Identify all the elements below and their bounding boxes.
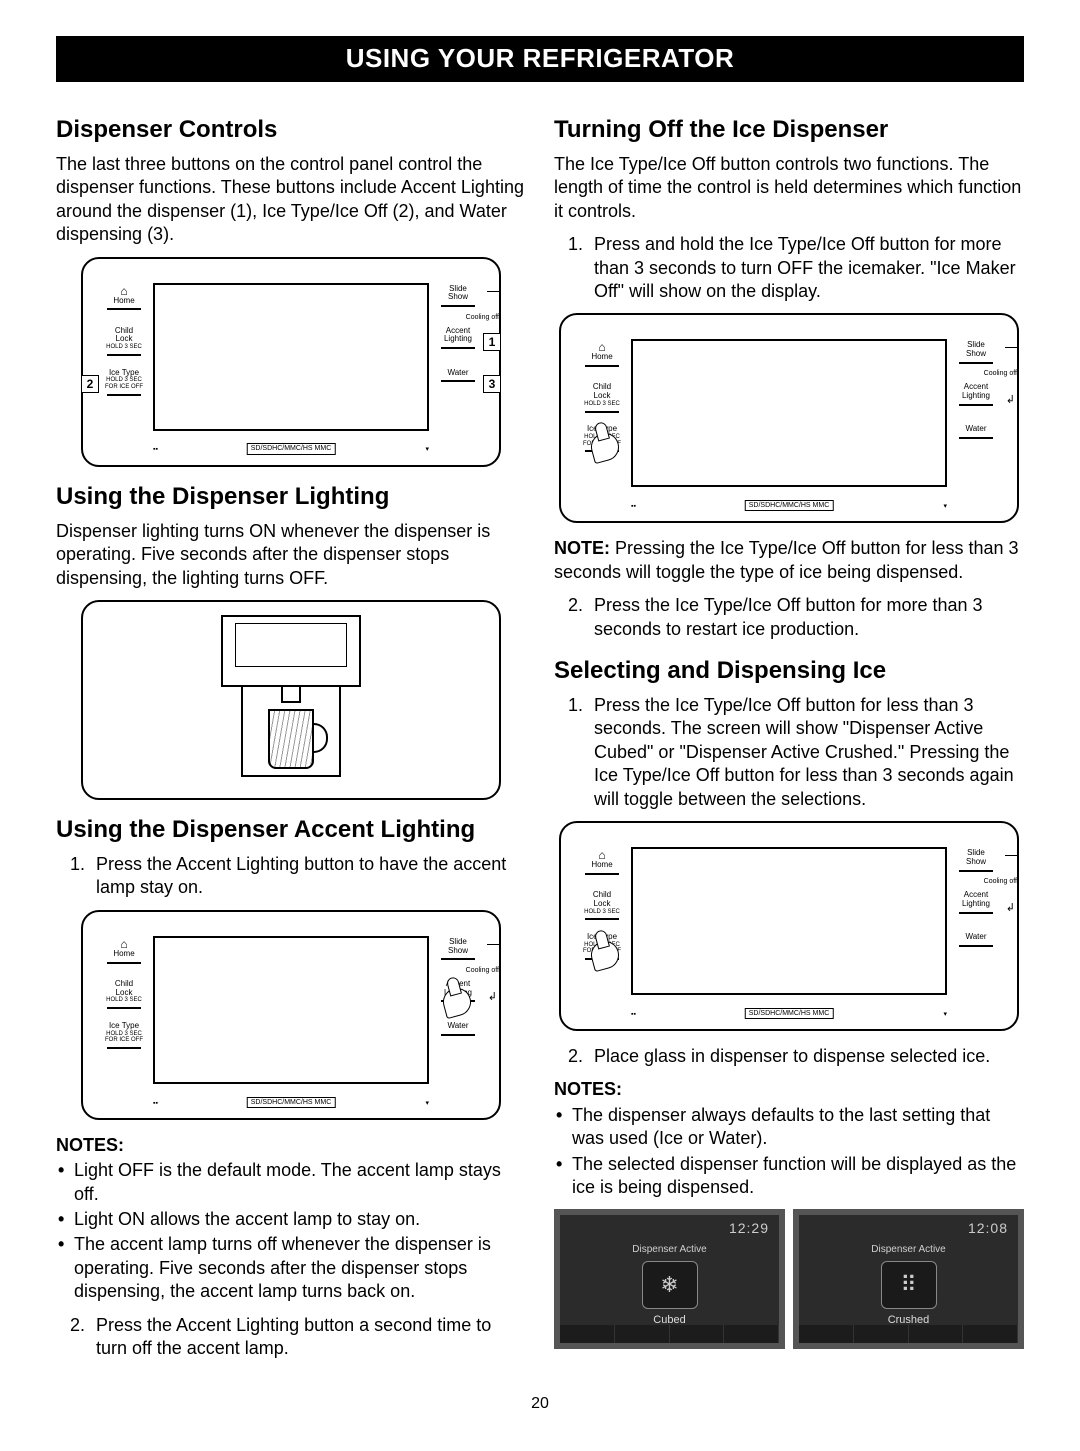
note-item: The dispenser always defaults to the las… [554,1104,1024,1151]
accent-steps: Press the Accent Lighting button to have… [90,853,526,900]
notes-heading: NOTES: [554,1078,1024,1101]
para: The last three buttons on the control pa… [56,153,526,247]
panel-btn-accent: AccentLighting [437,327,479,350]
note-item: Light OFF is the default mode. The accen… [56,1159,526,1206]
callout-3: 3 [483,375,501,393]
panel-btn-slideshow: SlideShow [437,285,479,308]
step: Press the Accent Lighting button a secon… [90,1314,526,1361]
figure-controls-panel: ⌂Home ChildLockHOLD 3 SEC Ice TypeHOLD 3… [56,257,526,467]
slot-left: ▪▪ [153,445,158,454]
step: Press and hold the Ice Type/Ice Off butt… [588,233,1024,303]
page-number: 20 [56,1394,1024,1415]
figure-screenshots: 12:29 Dispenser Active ❄ Cubed 12:08 Dis… [554,1209,1024,1349]
callout-1: 1 [483,333,501,351]
iceoff-steps-cont: Press the Ice Type/Ice Off button for mo… [588,594,1024,641]
select-steps: Press the Ice Type/Ice Off button for le… [588,694,1024,811]
panel-btn-water: Water [437,369,479,383]
panel-btn-home: ⌂Home [103,285,145,311]
note-item: The accent lamp turns off whenever the d… [56,1233,526,1303]
cooling-off-label: Cooling off [466,313,499,322]
right-column: Turning Off the Ice Dispenser The Ice Ty… [554,100,1024,1371]
notes-heading: NOTES: [56,1134,526,1157]
panel-btn-icetype: Ice TypeHOLD 3 SEC FOR ICE OFF [103,369,145,396]
slot-right: ▾ [425,445,429,454]
cubed-ice-icon: ❄ [660,1271,678,1300]
para: The Ice Type/Ice Off button controls two… [554,153,1024,223]
panel-btn-childlock: ChildLockHOLD 3 SEC [103,327,145,356]
callout-2: 2 [81,375,99,393]
section-banner: USING YOUR REFRIGERATOR [56,36,1024,82]
heading-dispenser-lighting: Using the Dispenser Lighting [56,481,526,512]
figure-iceoff-panel: ⌂Home ChildLockHOLD 3 SEC Ice TypeHOLD 3… [554,313,1024,523]
step: Place glass in dispenser to dispense sel… [588,1045,1024,1068]
two-column-layout: Dispenser Controls The last three button… [56,100,1024,1371]
notes-list: The dispenser always defaults to the las… [554,1104,1024,1200]
para: Dispenser lighting turns ON whenever the… [56,520,526,590]
heading-accent-lighting: Using the Dispenser Accent Lighting [56,814,526,845]
heading-turning-off: Turning Off the Ice Dispenser [554,114,1024,145]
notes-list: Light OFF is the default mode. The accen… [56,1159,526,1303]
note-item: Light ON allows the accent lamp to stay … [56,1208,526,1231]
note-inline: NOTE: Pressing the Ice Type/Ice Off butt… [554,537,1024,584]
figure-dispenser-cup [81,600,501,800]
figure-accent-panel: ⌂Home ChildLockHOLD 3 SEC Ice TypeHOLD 3… [56,910,526,1120]
note-item: The selected dispenser function will be … [554,1153,1024,1200]
iceoff-steps: Press and hold the Ice Type/Ice Off butt… [588,233,1024,303]
crushed-ice-icon: ⠿ [900,1271,916,1300]
step: Press the Ice Type/Ice Off button for mo… [588,594,1024,641]
screenshot-cubed: 12:29 Dispenser Active ❄ Cubed [554,1209,785,1349]
figure-select-panel: ⌂Home ChildLockHOLD 3 SEC Ice TypeHOLD 3… [554,821,1024,1031]
step: Press the Ice Type/Ice Off button for le… [588,694,1024,811]
heading-selecting-ice: Selecting and Dispensing Ice [554,655,1024,686]
screenshot-crushed: 12:08 Dispenser Active ⠿ Crushed [793,1209,1024,1349]
left-column: Dispenser Controls The last three button… [56,100,526,1371]
heading-dispenser-controls: Dispenser Controls [56,114,526,145]
slot-sdcard: SD/SDHC/MMC/HS MMC [247,443,336,454]
step: Press the Accent Lighting button to have… [90,853,526,900]
accent-steps-cont: Press the Accent Lighting button a secon… [90,1314,526,1361]
select-steps-cont: Place glass in dispenser to dispense sel… [588,1045,1024,1068]
